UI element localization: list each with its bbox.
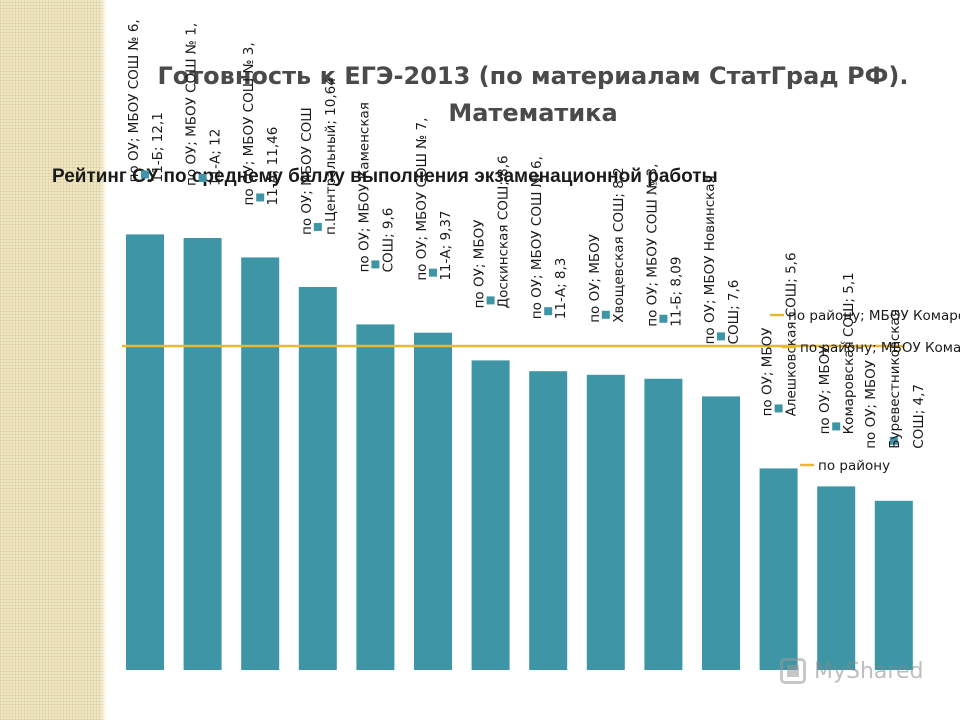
- label-marker: [601, 310, 610, 319]
- bar-data-label: по ОУ; МБОУ СОШ № 1, 11-А; 12: [184, 23, 224, 186]
- bar-data-label: по ОУ; МБОУ СОШ № 3, 11-Б; 8,09: [644, 164, 684, 327]
- watermark-logo-icon: [780, 658, 806, 684]
- bar: [183, 238, 222, 670]
- bar: [471, 360, 510, 670]
- bar: [817, 486, 856, 670]
- bar: [529, 371, 568, 670]
- label-marker: [717, 332, 725, 341]
- watermark-text: MyShared: [814, 658, 924, 684]
- label-marker: [429, 268, 437, 277]
- bar-data-label: по ОУ; МБОУ Новинская СОШ; 7,6: [702, 175, 742, 344]
- bar: [414, 332, 452, 670]
- bar-data-label: по ОУ; МБОУ СОШ п.Центральный; 10,64: [299, 77, 339, 235]
- bar: [644, 378, 683, 670]
- label-marker: [832, 422, 841, 431]
- slide-title: Готовность к ЕГЭ-2013 (по материалам Ста…: [106, 58, 960, 132]
- bar-data-label: по ОУ; МБОУ Буревестниковская СОШ; 4,7: [863, 309, 927, 449]
- bar: [126, 234, 164, 670]
- bar: [298, 286, 337, 670]
- district-line-label: по району; МБОУ Комаровская СОШ; 7,6: [788, 308, 960, 324]
- bar: [874, 500, 913, 670]
- bar-data-label: по ОУ; МБОУ СОШ № 6, 11-Б; 12,1: [126, 19, 166, 182]
- district-line-label: по району; МБОУ Комаровская СОШ; 7,6: [800, 340, 960, 356]
- district-line-label: по району: [818, 458, 890, 474]
- label-marker: [256, 193, 265, 202]
- bar-data-label: по ОУ; МБОУ Алешковская СОШ; 5,6: [760, 252, 800, 416]
- bar: [702, 396, 740, 670]
- decorative-side-strip: [0, 0, 106, 720]
- label-marker: [371, 260, 380, 269]
- watermark: MyShared: [780, 658, 923, 684]
- label-marker: [659, 314, 668, 323]
- label-marker: [774, 404, 783, 413]
- label-marker: [889, 436, 898, 445]
- bar-data-label: по ОУ; МБОУ Доскинская СОШ; 8,6: [472, 155, 512, 308]
- label-marker: [544, 307, 553, 316]
- slide-title-line1: Готовность к ЕГЭ-2013 (по материалам Ста…: [157, 62, 909, 90]
- label-marker: [198, 174, 207, 182]
- bar: [241, 257, 280, 670]
- chart-subtitle: Рейтинг ОУ по среднему баллу выполнения …: [52, 166, 718, 187]
- bar: [759, 468, 798, 670]
- bar: [586, 374, 625, 670]
- bar-data-label: по ОУ; МБОУ СОШ № 7, 11-А; 9,37: [414, 118, 454, 281]
- bar-data-label: по ОУ; МБОУ Каменская СОШ; 9,6: [356, 102, 396, 272]
- label-marker: [141, 170, 149, 179]
- bar: [356, 324, 395, 670]
- label-marker: [313, 222, 322, 231]
- slide-title-line2: Математика: [448, 99, 618, 127]
- bar-data-label: по ОУ; МБОУ Комаровская СОШ; 5,1: [817, 272, 857, 434]
- bar-data-label: по ОУ; МБОУ СОШ № 3, 11-А; 11,46: [241, 42, 281, 205]
- bar-data-label: по ОУ; МБОУ Хвощевская СОШ; 8,2: [587, 167, 627, 323]
- bar-data-label: по ОУ; МБОУ СОШ № 6, 11-А; 8,3: [529, 156, 569, 319]
- label-marker: [486, 296, 495, 305]
